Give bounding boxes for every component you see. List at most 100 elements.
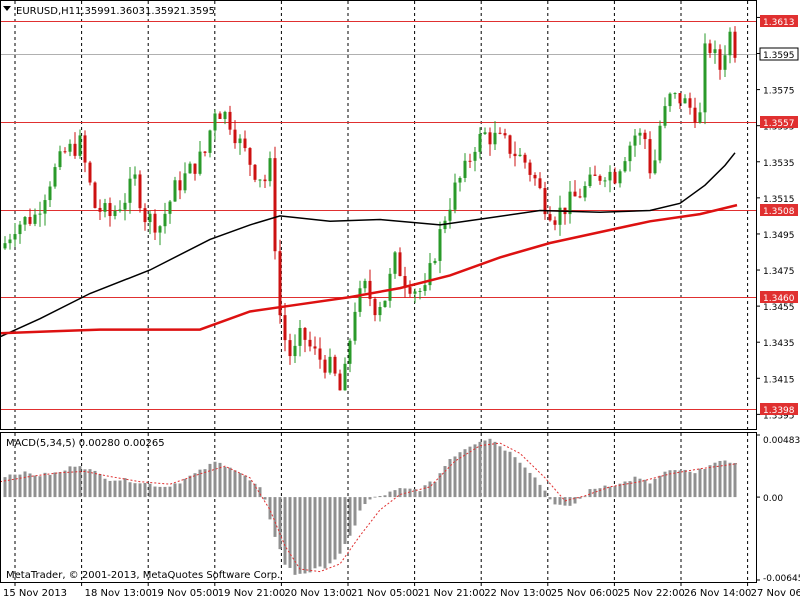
- current-price-tag-label: 1.3595: [763, 51, 795, 61]
- macd-bar: [543, 490, 547, 498]
- candle-body: [598, 175, 602, 181]
- macd-bar: [553, 497, 557, 505]
- candle-body: [313, 346, 317, 349]
- price-level-tag-label: 1.3460: [763, 294, 795, 304]
- candle-body: [53, 167, 57, 187]
- macd-bar: [733, 463, 737, 498]
- candle-body: [483, 132, 487, 134]
- candle-body: [353, 311, 357, 341]
- candle-body: [248, 148, 252, 165]
- macd-bar: [368, 497, 372, 500]
- candle-body: [498, 132, 502, 134]
- macd-bar: [293, 497, 297, 575]
- macd-bar: [578, 497, 582, 499]
- macd-bar: [228, 467, 232, 498]
- macd-bar: [728, 462, 732, 498]
- current-price-tag: 1.3595: [759, 47, 799, 61]
- macd-bar: [288, 497, 292, 568]
- candle-body: [608, 171, 612, 181]
- price-level-lines[interactable]: [1, 21, 757, 410]
- chart-frames: [0, 0, 757, 583]
- candle-body: [323, 359, 327, 373]
- dropdown-arrow-icon[interactable]: [3, 6, 11, 11]
- candle-body: [488, 132, 492, 145]
- price-level-tag-bg: [760, 15, 798, 27]
- candle-body: [108, 203, 112, 216]
- candle-body: [243, 138, 247, 149]
- candle-body: [528, 162, 532, 175]
- candle-body: [648, 139, 652, 174]
- macd-bar: [193, 473, 197, 498]
- macd-bar: [418, 491, 422, 498]
- macd-bar: [498, 446, 502, 498]
- macd-y-tick-label: 0.00: [763, 494, 783, 504]
- macd-bar: [493, 441, 497, 498]
- candle-body: [283, 315, 287, 341]
- candle-body: [478, 133, 482, 152]
- macd-bar: [128, 482, 132, 498]
- x-tick-label: 25 Nov 06:00: [551, 588, 618, 599]
- macd-bar: [513, 457, 517, 498]
- candle-body: [713, 49, 717, 53]
- macd-bar: [443, 466, 447, 498]
- macd-bar: [118, 480, 122, 498]
- candle-body: [468, 160, 472, 162]
- macd-bar: [13, 474, 17, 498]
- candle-body: [683, 98, 687, 104]
- candle-body: [133, 174, 137, 179]
- macd-bar: [98, 473, 102, 498]
- macd-signal-line: [0, 442, 738, 573]
- candle-body: [48, 186, 52, 201]
- candle-body: [633, 135, 637, 146]
- candle-body: [293, 345, 297, 357]
- macd-bar: [623, 481, 627, 498]
- copyright-text: MetaTrader, © 2001-2013, MetaQuotes Soft…: [6, 570, 280, 581]
- candle-body: [728, 31, 732, 56]
- candle-body: [418, 290, 422, 292]
- macd-bar: [93, 470, 97, 498]
- symbol-timeframe: EURUSD,H1: [16, 6, 75, 17]
- candle-body: [673, 93, 677, 95]
- macd-bar: [183, 478, 187, 498]
- macd-bar: [723, 460, 727, 498]
- macd-bar: [148, 483, 152, 498]
- macd-bar: [568, 497, 572, 506]
- candle-body: [403, 276, 407, 288]
- candle-body: [168, 201, 172, 214]
- candle-body: [413, 291, 417, 294]
- x-tick-label: 19 Nov 05:00: [151, 588, 218, 599]
- price-level-tag-bg: [760, 291, 798, 303]
- candle-body: [43, 200, 47, 214]
- macd-bar: [693, 473, 697, 498]
- candle-body: [643, 132, 647, 140]
- macd-bar: [608, 486, 612, 498]
- macd-bar: [58, 472, 62, 498]
- candle-body: [153, 213, 157, 233]
- macd-bar: [598, 488, 602, 498]
- x-tick-label: 18 Nov 13:00: [85, 588, 152, 599]
- macd-bar: [668, 470, 672, 498]
- candle-body: [268, 158, 272, 182]
- candle-body: [223, 111, 227, 119]
- macd-bar: [618, 483, 622, 498]
- macd-bar: [353, 497, 357, 526]
- macd-bar: [63, 470, 67, 498]
- macd-bar: [388, 491, 392, 498]
- candle-body: [143, 208, 147, 223]
- candle-body: [238, 138, 242, 144]
- y-tick-label: 1.3435: [763, 339, 795, 349]
- candle-body: [148, 213, 152, 223]
- macd-bar: [173, 483, 177, 498]
- macd-bar: [268, 497, 272, 520]
- candle-body: [348, 340, 352, 364]
- macd-bar: [573, 497, 577, 504]
- macd-bar: [28, 473, 32, 498]
- macd-bar: [703, 469, 707, 498]
- candle-body: [3, 243, 7, 249]
- candle-body: [693, 107, 697, 123]
- candle-body: [63, 151, 67, 153]
- macd-bar: [48, 474, 52, 498]
- price-level-tag: 1.3613: [760, 15, 798, 28]
